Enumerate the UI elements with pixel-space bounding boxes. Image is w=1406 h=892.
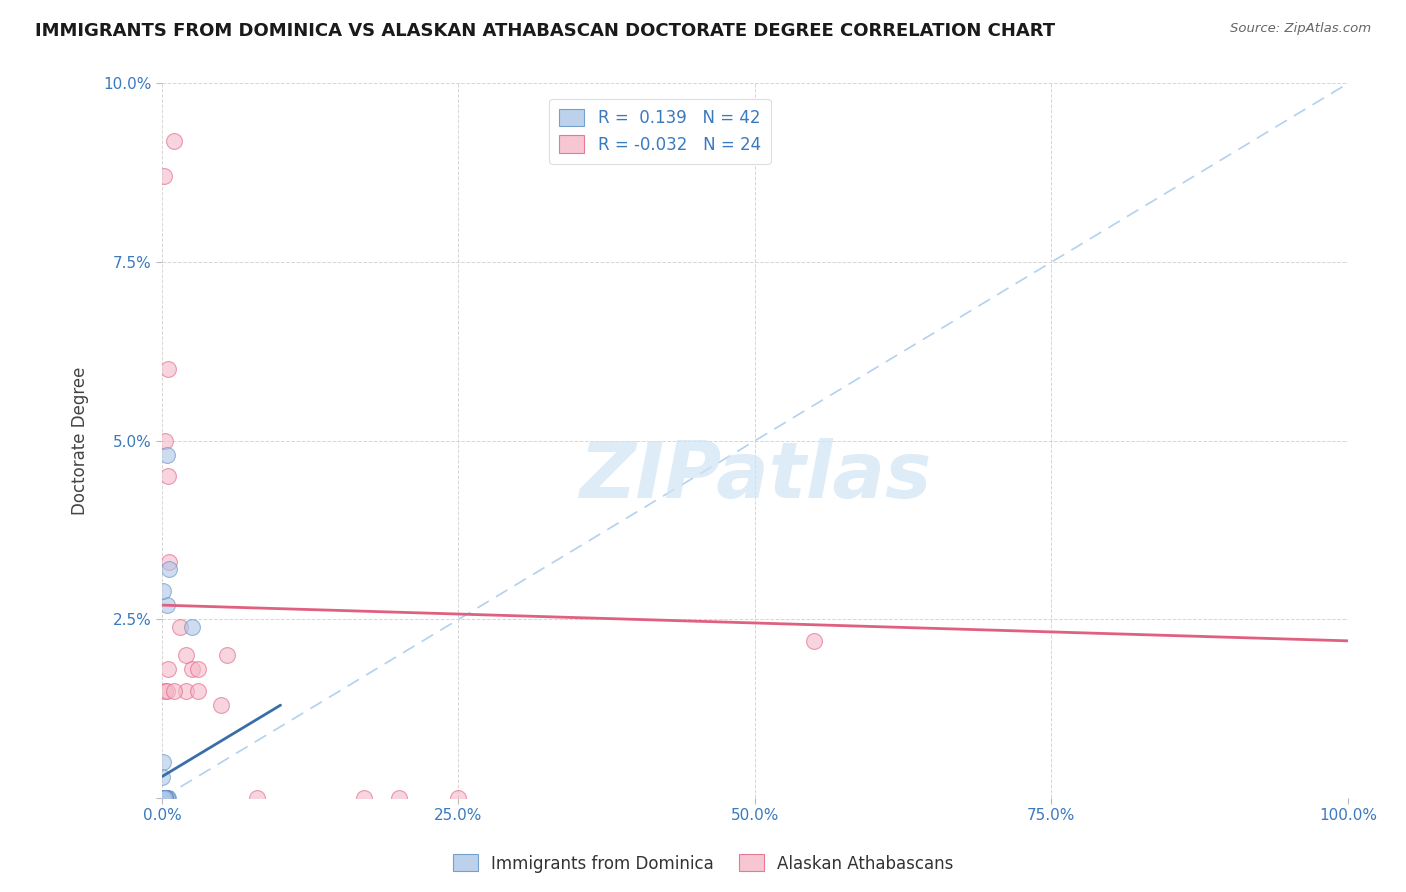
- Point: [186, 662, 208, 676]
- Point: [803, 633, 825, 648]
- Point: [209, 698, 232, 713]
- Point: [156, 684, 179, 698]
- Point: [157, 555, 180, 569]
- Point: [155, 434, 177, 448]
- Point: [157, 562, 180, 576]
- Point: [152, 791, 174, 805]
- Point: [447, 791, 470, 805]
- Point: [150, 791, 173, 805]
- Text: ZIPatlas: ZIPatlas: [579, 439, 931, 515]
- Legend: Immigrants from Dominica, Alaskan Athabascans: Immigrants from Dominica, Alaskan Athaba…: [446, 847, 960, 880]
- Point: [155, 791, 177, 805]
- Point: [174, 648, 197, 662]
- Point: [150, 791, 173, 805]
- Point: [153, 791, 176, 805]
- Point: [150, 791, 173, 805]
- Point: [153, 791, 176, 805]
- Point: [153, 791, 176, 805]
- Point: [388, 791, 411, 805]
- Point: [152, 791, 174, 805]
- Point: [152, 756, 174, 770]
- Point: [246, 791, 269, 805]
- Point: [152, 791, 174, 805]
- Point: [152, 791, 174, 805]
- Point: [156, 362, 179, 376]
- Point: [217, 648, 239, 662]
- Point: [155, 791, 177, 805]
- Point: [156, 662, 179, 676]
- Point: [156, 598, 179, 612]
- Point: [163, 134, 186, 148]
- Point: [153, 791, 176, 805]
- Point: [153, 791, 176, 805]
- Point: [155, 684, 177, 698]
- Point: [180, 619, 202, 633]
- Text: IMMIGRANTS FROM DOMINICA VS ALASKAN ATHABASCAN DOCTORATE DEGREE CORRELATION CHAR: IMMIGRANTS FROM DOMINICA VS ALASKAN ATHA…: [35, 22, 1056, 40]
- Point: [153, 791, 176, 805]
- Point: [156, 469, 179, 483]
- Point: [180, 662, 202, 676]
- Point: [152, 583, 174, 598]
- Y-axis label: Doctorate Degree: Doctorate Degree: [72, 367, 89, 515]
- Point: [155, 791, 177, 805]
- Point: [152, 791, 174, 805]
- Point: [153, 791, 176, 805]
- Point: [156, 791, 179, 805]
- Point: [152, 791, 174, 805]
- Point: [153, 169, 176, 184]
- Point: [152, 791, 174, 805]
- Point: [155, 791, 177, 805]
- Point: [353, 791, 375, 805]
- Point: [156, 448, 179, 462]
- Point: [155, 791, 177, 805]
- Legend: R =  0.139   N = 42, R = -0.032   N = 24: R = 0.139 N = 42, R = -0.032 N = 24: [550, 99, 770, 163]
- Text: Source: ZipAtlas.com: Source: ZipAtlas.com: [1230, 22, 1371, 36]
- Point: [155, 791, 177, 805]
- Point: [153, 791, 176, 805]
- Point: [156, 791, 179, 805]
- Point: [153, 791, 176, 805]
- Point: [150, 791, 173, 805]
- Point: [153, 791, 176, 805]
- Point: [150, 791, 173, 805]
- Point: [152, 791, 174, 805]
- Point: [152, 791, 174, 805]
- Point: [163, 684, 186, 698]
- Point: [186, 684, 208, 698]
- Point: [150, 791, 173, 805]
- Point: [155, 791, 177, 805]
- Point: [169, 619, 191, 633]
- Point: [152, 791, 174, 805]
- Point: [150, 770, 173, 784]
- Point: [156, 791, 179, 805]
- Point: [174, 684, 197, 698]
